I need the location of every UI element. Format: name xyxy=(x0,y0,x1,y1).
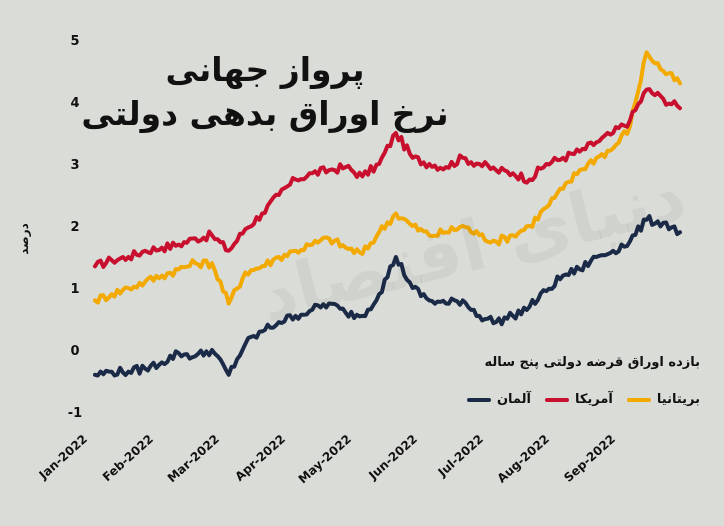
x-tick-label: Jun-2022 xyxy=(365,432,420,483)
y-tick-label: 3 xyxy=(70,158,79,173)
legend-label-us: آمریکا xyxy=(574,392,613,407)
legend-swatch-us xyxy=(544,397,569,402)
x-tick-label: Feb-2022 xyxy=(100,432,156,484)
x-tick-labels: Jan-2022 Feb-2022 Mar-2022 Apr-2022 May-2022… xyxy=(36,432,618,486)
series-line xyxy=(93,50,682,306)
series-lines xyxy=(93,50,682,378)
x-tick-label: Aug-2022 xyxy=(494,432,552,486)
y-tick-label: 4 xyxy=(70,96,79,111)
y-tick-labels: -1 0 1 2 3 4 5 xyxy=(68,34,82,421)
legend-label-uk: بریتانیا xyxy=(656,392,700,407)
legend-title: بازده اوراق قرضه دولتی پنج ساله xyxy=(484,355,700,370)
legend-swatch-uk xyxy=(626,397,651,402)
legend-label-germany: آلمان xyxy=(496,392,531,407)
y-tick-label: 5 xyxy=(70,34,79,49)
legend-items: بریتانیا آمریکا آلمان xyxy=(440,392,700,407)
legend-item-uk: بریتانیا xyxy=(626,392,700,407)
y-tick-label: -1 xyxy=(68,406,82,421)
y-tick-label: 0 xyxy=(70,344,79,359)
x-tick-label: Sep-2022 xyxy=(561,432,618,485)
x-tick-label: Mar-2022 xyxy=(165,432,222,485)
legend: بازده اوراق قرضه دولتی پنج ساله بریتانیا… xyxy=(440,355,700,407)
chart-title: پرواز جهانی xyxy=(165,50,365,89)
y-tick-label: 2 xyxy=(70,220,79,235)
legend-item-us: آمریکا xyxy=(544,392,613,407)
x-tick-label: Jan-2022 xyxy=(36,432,90,483)
x-tick-label: Apr-2022 xyxy=(232,432,288,484)
legend-swatch-germany xyxy=(466,397,491,402)
chart-title-block: پرواز جهانی نرخ اوراق بدهی دولتی xyxy=(80,48,450,136)
series-line xyxy=(93,214,682,378)
chart-subtitle: نرخ اوراق بدهی دولتی xyxy=(81,94,449,133)
series-line xyxy=(93,87,682,269)
x-tick-label: Jul-2022 xyxy=(435,432,486,480)
y-axis-label: درصد xyxy=(16,223,31,255)
legend-item-germany: آلمان xyxy=(466,392,531,407)
x-tick-label: May-2022 xyxy=(296,432,354,486)
y-tick-label: 1 xyxy=(70,282,79,297)
